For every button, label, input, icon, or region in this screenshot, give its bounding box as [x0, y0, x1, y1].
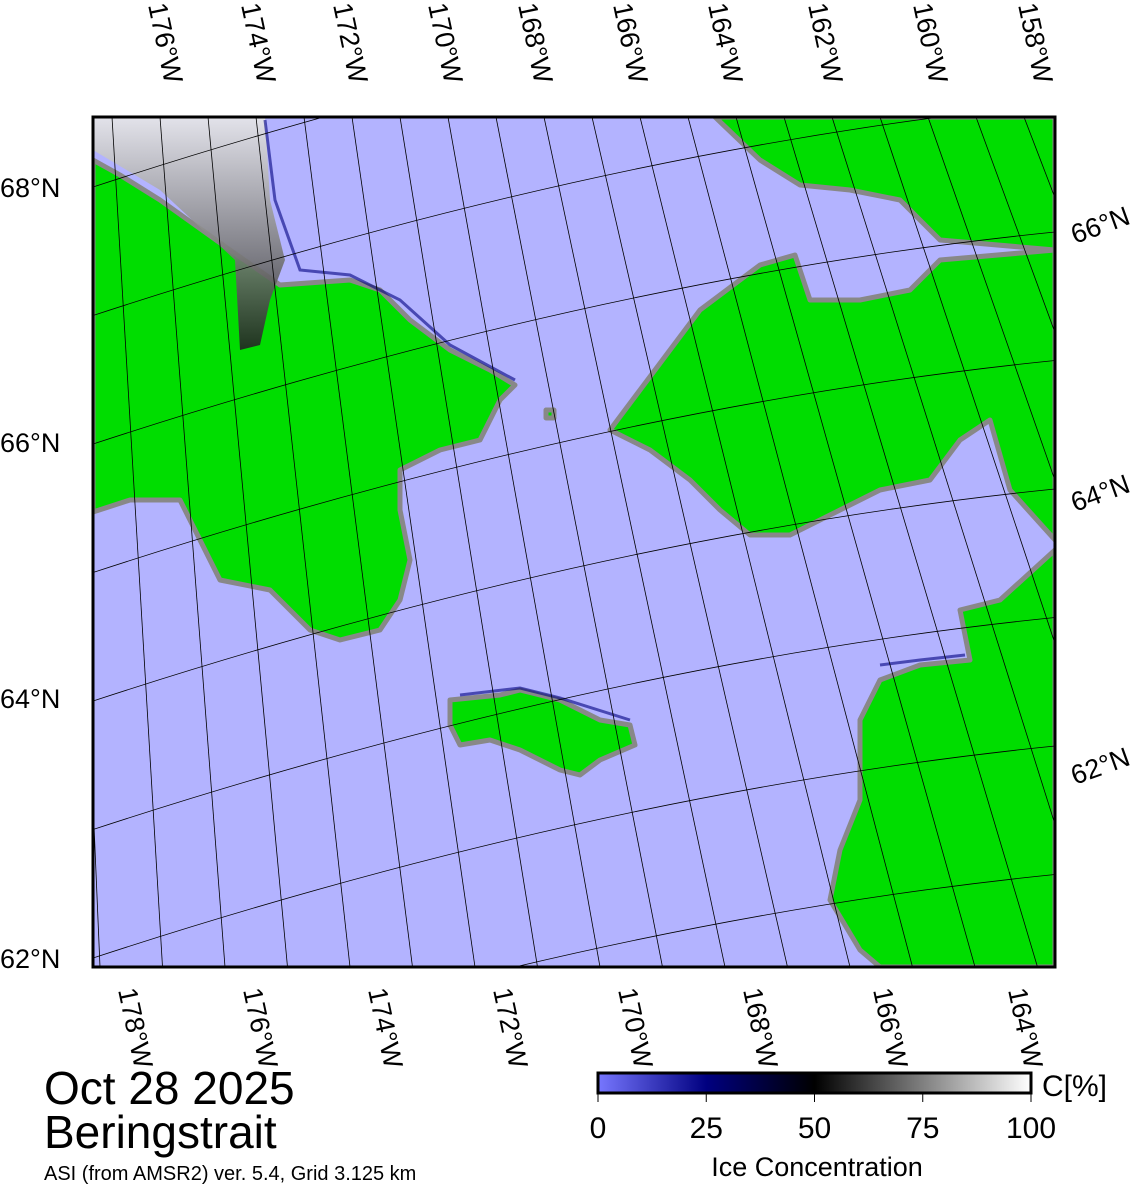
yukon-delta-land: [827, 547, 1055, 967]
meridian-line: [1120, 117, 1148, 967]
ice-edge: [879, 653, 966, 667]
colorbar-tick-label: 0: [590, 1112, 607, 1145]
bottom-lon-label: 176°W: [237, 985, 283, 1071]
meridian-line: [255, 117, 351, 967]
bottom-lon-label: 174°W: [362, 985, 408, 1071]
left-lat-label: 66°N: [0, 428, 60, 458]
seward-peninsula-land: [607, 247, 1055, 543]
meridian-line: [447, 117, 601, 967]
bottom-lon-label: 170°W: [612, 985, 658, 1071]
meridian-line: [831, 117, 1055, 826]
bottom-lon-label: 168°W: [737, 985, 783, 1071]
top-lon-label: 160°W: [907, 0, 953, 86]
bottom-lon-label: 166°W: [867, 985, 913, 1071]
left-lat-label: 62°N: [0, 944, 60, 974]
meridian-line: [975, 117, 1055, 334]
meridian-line: [783, 117, 1038, 967]
alaska-north-land: [712, 117, 1055, 253]
parallel-line: [93, 745, 1055, 959]
top-lon-label: 174°W: [235, 0, 281, 86]
meridian-line: [879, 117, 1055, 645]
parallel-line: [93, 617, 1055, 830]
colorbar-tick-label: 50: [798, 1112, 831, 1145]
bottom-lon-label: 164°W: [1002, 985, 1048, 1071]
parallel-line: [93, 117, 943, 316]
meridian-line: [351, 117, 476, 967]
colorbar-tick-label: 75: [906, 1112, 939, 1145]
date-label: Oct 28 2025: [44, 1062, 295, 1114]
parallel-line: [93, 488, 1055, 702]
top-lon-label: 164°W: [702, 0, 748, 86]
left-lat-label: 64°N: [0, 684, 60, 714]
meridian-line: [111, 117, 163, 967]
chukotka-land: [93, 157, 518, 643]
meridian-line: [399, 117, 538, 967]
colorbar: [596, 1071, 1033, 1095]
colorbar-tick-label: 100: [1006, 1112, 1056, 1145]
meridian-line: [639, 117, 851, 967]
meridian-line: [591, 117, 788, 967]
top-lon-label: 170°W: [422, 0, 468, 86]
colorbar-tick-label: 25: [690, 1112, 723, 1145]
left-lat-label: 68°N: [0, 173, 60, 203]
meridian-line: [735, 117, 976, 967]
meridian-line: [16, 117, 38, 967]
parallel-line: [93, 231, 1055, 445]
right-lat-label: 62°N: [1067, 742, 1134, 791]
map-frame: [91, 115, 1057, 969]
meridian-line: [543, 117, 726, 967]
top-lon-label: 166°W: [607, 0, 653, 86]
right-lat-label: 64°N: [1067, 469, 1134, 518]
meridian-line: [927, 117, 1055, 482]
meridian-line: [159, 117, 226, 967]
meridian-line: [303, 117, 413, 967]
top-lon-label: 158°W: [1012, 0, 1058, 86]
parallel-line: [93, 117, 326, 188]
king-island: [543, 407, 557, 421]
bottom-lon-label: 172°W: [487, 985, 533, 1071]
parallel-line: [513, 874, 1055, 967]
colorbar-unit: C[%]: [1042, 1070, 1107, 1103]
region-label: Beringstrait: [44, 1106, 277, 1158]
bottom-lon-label: 178°W: [112, 985, 158, 1071]
ice-edge: [459, 686, 631, 722]
top-lon-label: 168°W: [512, 0, 558, 86]
meridian-line: [495, 117, 663, 967]
ice-edge: [263, 119, 516, 382]
right-lat-label: 66°N: [1067, 201, 1134, 250]
colorbar-title: Ice Concentration: [711, 1152, 923, 1182]
meridian-line: [687, 117, 913, 967]
source-label: ASI (from AMSR2) ver. 5.4, Grid 3.125 km: [44, 1163, 416, 1185]
snow-cover: [93, 117, 285, 350]
top-lon-label: 172°W: [327, 0, 373, 86]
top-lon-label: 176°W: [142, 0, 188, 86]
top-lon-label: 162°W: [802, 0, 848, 86]
parallel-line: [93, 360, 1055, 573]
meridian-line: [207, 117, 288, 967]
